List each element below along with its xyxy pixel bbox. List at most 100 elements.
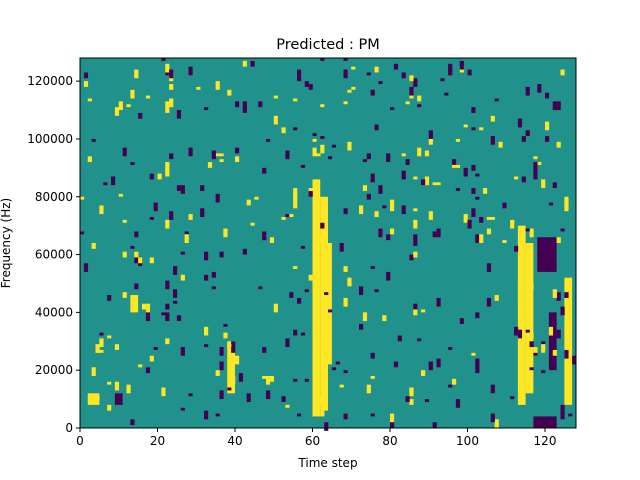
heatmap-cell	[304, 378, 309, 382]
high-value-band	[525, 243, 534, 394]
heatmap-cell	[413, 251, 418, 258]
heatmap-cell	[184, 231, 189, 235]
heatmap-cell	[118, 101, 123, 111]
heatmap-cell	[188, 214, 193, 220]
heatmap-cell	[207, 162, 213, 168]
heatmap-cell	[320, 58, 325, 61]
heatmap-cell	[475, 312, 480, 319]
x-tick-label: 0	[76, 434, 84, 448]
heatmap-cell	[409, 95, 414, 99]
heatmap-cell	[316, 396, 321, 405]
x-tick-label: 20	[150, 434, 165, 448]
heatmap-cell	[537, 84, 542, 93]
heatmap-cell	[80, 196, 85, 200]
heatmap-cell	[238, 373, 244, 382]
heatmap-cell	[366, 384, 371, 394]
heatmap-cell	[138, 257, 143, 264]
heatmap-cell	[134, 251, 139, 258]
heatmap-cell	[204, 274, 209, 281]
heatmap-cell	[122, 292, 127, 298]
heatmap-cell	[486, 263, 492, 272]
heatmap-cell	[421, 179, 426, 186]
heatmap-cell	[320, 104, 325, 108]
heatmap-cell	[490, 384, 495, 394]
heatmap-cell	[328, 309, 333, 313]
heatmap-cell	[227, 387, 232, 391]
heatmap-cell	[122, 219, 127, 223]
heatmap-cell	[529, 332, 534, 339]
low-value-band	[533, 416, 557, 428]
heatmap-cell	[517, 118, 523, 128]
heatmap-cell	[153, 202, 158, 212]
heatmap-cell	[134, 257, 139, 264]
high-value-band	[312, 179, 321, 417]
heatmap-cell	[417, 104, 422, 108]
heatmap-cell	[564, 292, 569, 298]
heatmap-cell	[289, 214, 294, 217]
heatmap-cell	[475, 173, 480, 177]
heatmap-cell	[258, 286, 263, 290]
heatmap-cell	[444, 92, 449, 96]
heatmap-cell	[556, 101, 561, 111]
heatmap-cell	[134, 69, 139, 79]
heatmap-cell	[107, 404, 112, 411]
heatmap-cell	[130, 419, 135, 426]
heatmap-cell	[560, 306, 565, 316]
heatmap-cell	[448, 347, 453, 350]
heatmap-cell	[145, 303, 151, 313]
heatmap-cell	[312, 138, 317, 142]
heatmap-cell	[215, 370, 220, 376]
heatmap-cell	[529, 283, 534, 290]
heatmap-cell	[479, 216, 484, 223]
heatmap-cell	[401, 205, 406, 215]
heatmap-cell	[235, 156, 240, 163]
heatmap-cell	[320, 222, 325, 229]
heatmap-cell	[176, 185, 182, 191]
heatmap-cell	[436, 228, 441, 238]
heatmap-cell	[390, 416, 395, 423]
heatmap-cell	[138, 364, 143, 368]
heatmap-cell	[297, 413, 302, 417]
heatmap-cell	[188, 147, 193, 157]
heatmap-cell	[165, 303, 170, 310]
heatmap-cell	[455, 188, 461, 191]
heatmap-cell	[331, 367, 337, 371]
heatmap-cell	[293, 188, 298, 197]
heatmap-cell	[514, 176, 519, 180]
heatmap-cell	[83, 263, 89, 272]
heatmap-cell	[122, 251, 127, 258]
heatmap-cell	[421, 370, 426, 376]
heatmap-cell	[231, 341, 236, 350]
heatmap-cell	[486, 297, 492, 307]
heatmap-cell	[401, 170, 406, 180]
heatmap-cell	[293, 193, 298, 203]
heatmap-cell	[300, 164, 306, 168]
heatmap-cell	[180, 347, 185, 356]
heatmap-cell	[343, 101, 348, 105]
heatmap-cell	[83, 81, 89, 87]
heatmap-cell	[180, 274, 185, 281]
heatmap-cell	[366, 193, 371, 200]
heatmap-cell	[211, 150, 216, 160]
heatmap-cell	[366, 72, 371, 76]
heatmap-cell	[215, 153, 220, 157]
heatmap-cell	[556, 141, 561, 148]
heatmap-cell	[556, 237, 561, 243]
heatmap-cell	[219, 349, 224, 356]
heatmap-cell	[463, 214, 468, 223]
heatmap-cell	[130, 162, 135, 165]
x-tick-label: 80	[382, 434, 397, 448]
heatmap-cell	[165, 280, 170, 290]
heatmap-cell	[521, 176, 526, 183]
heatmap-cell	[552, 289, 557, 298]
heatmap-cell	[95, 396, 100, 400]
heatmap-cell	[273, 115, 278, 125]
heatmap-cell	[564, 349, 569, 359]
heatmap-cells	[80, 58, 577, 431]
chart-title: Predicted : PM	[276, 37, 379, 53]
heatmap-cell	[304, 81, 309, 87]
heatmap-cell	[459, 60, 464, 70]
heatmap-cell	[417, 95, 422, 102]
y-tick-label: 20000	[35, 363, 73, 377]
heatmap-cell	[91, 367, 96, 376]
